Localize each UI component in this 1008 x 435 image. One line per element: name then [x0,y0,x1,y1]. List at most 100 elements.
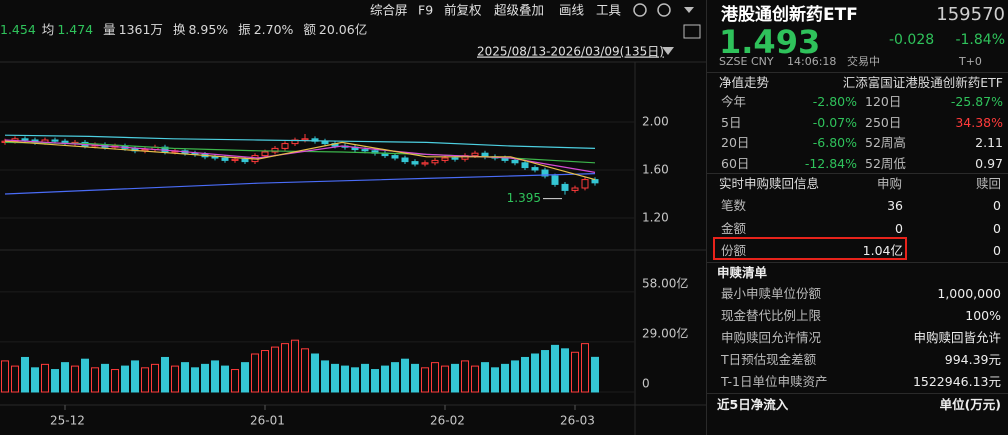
dropdown-icon[interactable] [662,47,674,55]
candle-body [551,175,559,185]
candle-body [541,169,549,177]
volume-bar [521,356,529,393]
volume-bar [161,356,169,393]
volume-bar [271,346,279,393]
volume-bar [1,360,9,393]
candle-body [411,161,419,165]
stat-value: 20.06亿 [318,22,368,37]
settings-icon[interactable] [633,3,647,17]
candle-body [51,139,59,142]
volume-bar [451,363,459,393]
toolbar-button[interactable]: 画线 [559,3,585,18]
candle-body [451,157,459,160]
volume-bar [301,348,309,393]
footer-unit: 单位(万元) [939,397,1001,412]
meta: 14:06:18 [787,55,837,68]
toolbar-button[interactable]: F9 [418,3,433,18]
realtime-label: 笔数 [721,198,747,213]
volume-bar [101,363,109,393]
volume-bar [401,358,409,393]
y-tick-label: 1.20 [642,211,669,225]
volume-bar [391,362,399,393]
volume-bar [381,365,389,393]
realtime-title: 实时申购赎回信息 [719,176,820,191]
realtime-col: 申购 [877,176,903,191]
stat-value: 1361万 [118,22,163,37]
volume-bar [141,367,149,393]
meta: 交易中 [847,55,880,68]
volume-bar [191,367,199,393]
list-title: 申赎清单 [717,265,768,280]
volume-bar [231,369,239,393]
perf-value: -12.84% [804,155,857,171]
volume-bar [281,343,289,393]
volume-bar [431,362,439,393]
volume-bar [151,363,159,393]
volume-bar [71,365,79,393]
volume-bar [21,356,29,393]
volume-bar [111,369,119,393]
candle-body [441,157,449,161]
toolbar-button[interactable]: 前复权 [444,3,482,18]
candle-body [561,183,569,191]
volume-bar [91,367,99,393]
divider [707,262,1008,263]
highlight-box [713,237,907,260]
stat-label: 振 [238,22,251,37]
perf-label: 52周高 [865,135,906,150]
volume-bar [341,365,349,393]
help-icon[interactable] [657,3,671,17]
fund-name: 港股通创新药ETF [721,5,858,25]
toolbar-button[interactable]: 工具 [596,3,622,18]
stat-value: 1.474 [57,22,94,37]
nav-title[interactable]: 净值走势 [719,75,770,90]
volume-bar [241,362,249,393]
realtime-value: 36 [887,198,903,213]
toolbar-button[interactable]: 综合屏 [370,3,408,18]
wp-icon[interactable] [683,24,701,39]
volume-bar [11,365,19,393]
y-tick-label: 0 [642,377,650,391]
candle-body [431,159,439,164]
volume-bar [591,356,599,393]
change: -0.028 [889,32,935,48]
toolbar-button[interactable]: 超级叠加 [494,3,544,18]
volume-bar [491,367,499,393]
candle-body [421,162,429,165]
date-range[interactable]: 2025/08/13-2026/03/09(135日) [477,45,664,59]
perf-label: 5日 [721,114,742,130]
perf-value: -0.07% [812,114,857,130]
list-value: 申购赎回皆允许 [913,330,1001,345]
list-label: T日预估现金差额 [721,352,817,367]
y-tick-label: 2.00 [642,115,669,129]
volume-bar [211,360,219,393]
divider [707,393,1008,394]
list-label: T-1日单位申赎资产 [721,374,828,389]
moving-average [4,134,596,149]
volume-bar [121,365,129,393]
candle-body [401,157,409,163]
volume-bar [131,360,139,393]
perf-label: 120日 [865,94,902,109]
collapse-icon[interactable] [684,7,694,13]
volume-bar [361,363,369,393]
x-tick-label: 25-12 [50,414,85,428]
t-plus: T+0 [959,55,982,68]
volume-bar [441,365,449,393]
x-tick-label: 26-02 [430,414,465,428]
list-label: 最小申赎单位份额 [721,286,822,301]
perf-value: -2.80% [812,94,857,109]
stat-label: 均 [41,22,55,37]
fund-code: 159570 [936,4,1005,25]
candle-body [511,159,519,164]
divider [707,173,1008,174]
realtime-value: 0 [993,220,1001,236]
stats-bar: 1.454 均 1.474 量 1361万换 8.95% 振 2.70% 额 20.06亿 [0,22,377,38]
volume-bar [331,363,339,393]
candle-body [361,149,369,152]
volume-bar [371,369,379,393]
realtime-value: 0 [993,198,1001,213]
x-tick-label: 26-01 [250,414,285,428]
candle-body [261,151,269,157]
